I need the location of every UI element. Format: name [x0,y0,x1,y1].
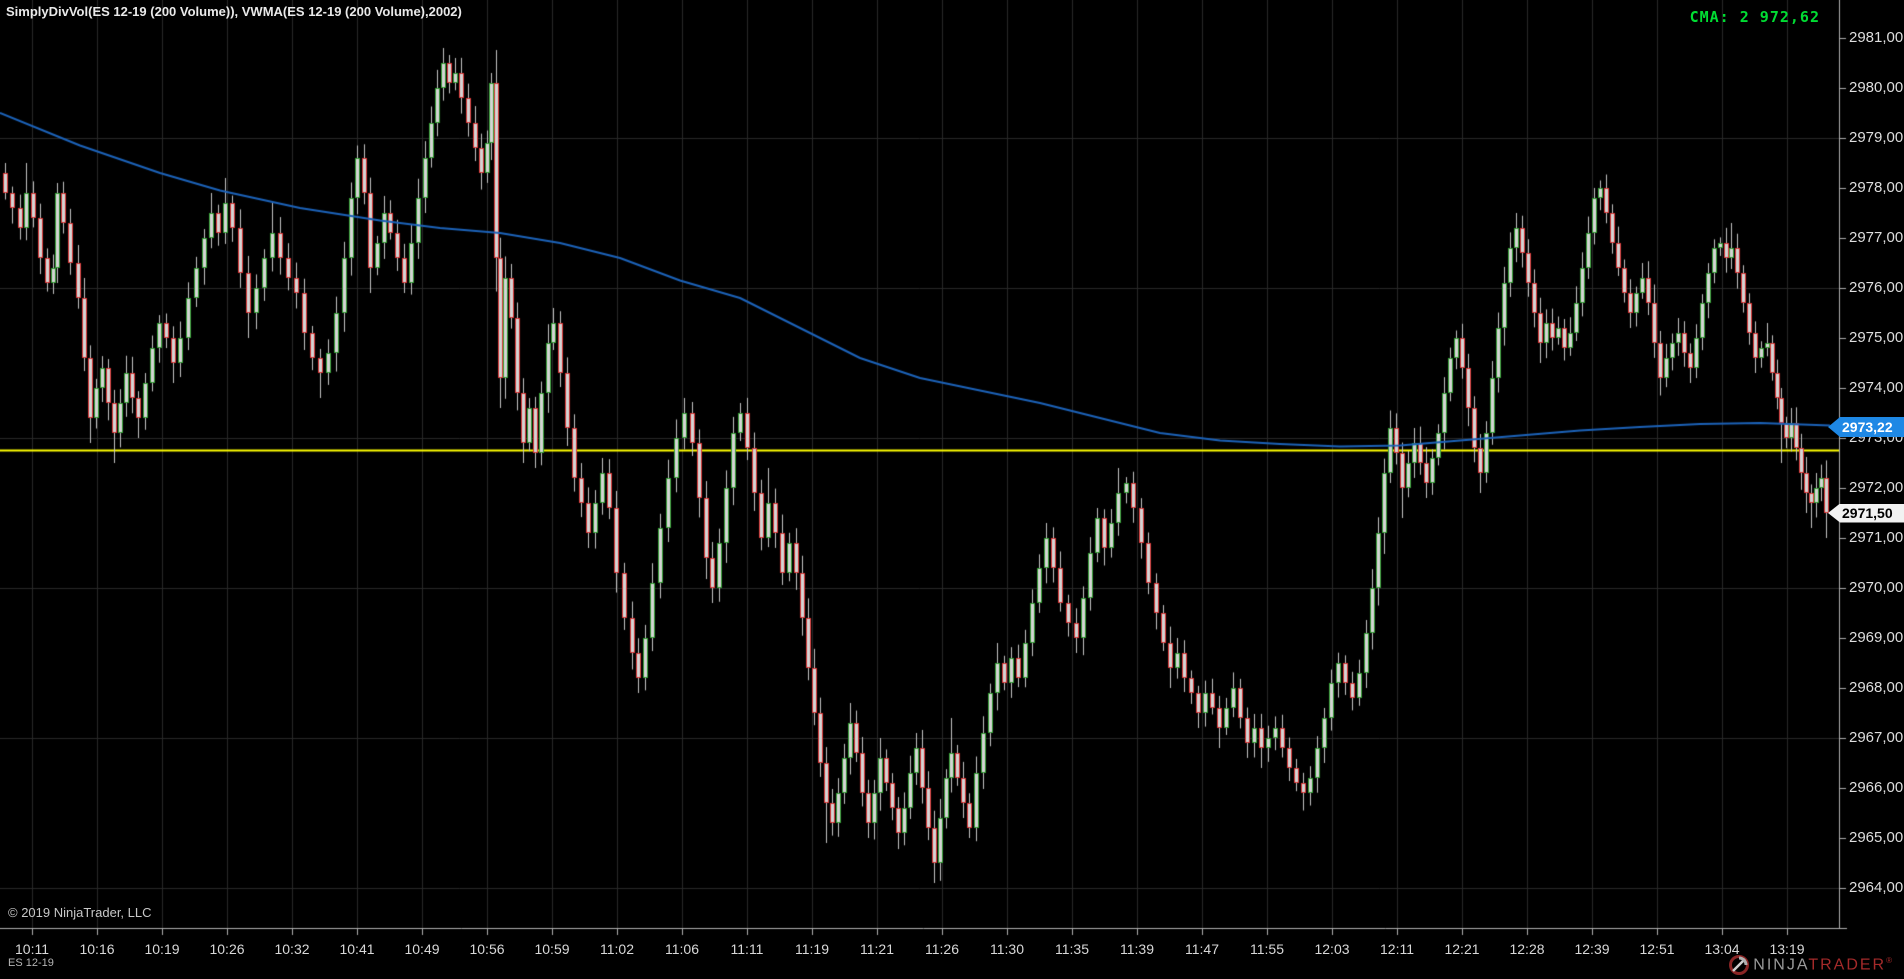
price-axis-label: 2965,00 [1849,829,1904,846]
time-axis-label: 11:39 [1120,941,1154,957]
time-axis-label: 12:21 [1444,941,1480,957]
time-axis-label: 12:11 [1380,941,1414,957]
price-axis-label: 2977,00 [1849,229,1904,246]
time-axis-label: 12:51 [1639,941,1675,957]
ninjatrader-logo-icon [1729,955,1750,975]
time-axis-label: 10:11 [15,941,49,957]
time-axis-label: 10:56 [469,941,505,957]
time-axis-label: 13:19 [1769,941,1805,957]
ninjatrader-logo: NINJATRADER® [1729,955,1894,975]
time-axis-label: 10:32 [274,941,310,957]
time-axis-label: 12:28 [1509,941,1545,957]
ninjatrader-logo-text: NINJATRADER® [1753,955,1894,974]
time-axis-label: 11:30 [990,941,1024,957]
instrument-tab-label[interactable]: ES 12-19 [8,957,54,969]
price-axis-label: 2978,00 [1849,179,1904,196]
time-axis-label: 11:19 [795,941,829,957]
time-axis-label: 12:39 [1574,941,1610,957]
price-axis-label: 2969,00 [1849,629,1904,646]
time-axis-label: 10:59 [534,941,570,957]
time-axis-label: 11:06 [665,941,699,957]
time-axis-label: 10:49 [404,941,440,957]
price-axis-label: 2975,00 [1849,329,1904,346]
price-axis-label: 2976,00 [1849,279,1904,296]
price-axis-label: 2964,00 [1849,879,1904,896]
time-axis-label: 10:16 [79,941,115,957]
price-axis-label: 2980,00 [1849,79,1904,96]
price-axis-label: 2972,00 [1849,479,1904,496]
price-axis-label: 2971,00 [1849,529,1904,546]
last-price-tag: 2971,50 [1828,503,1904,523]
time-axis-label: 12:03 [1314,941,1350,957]
time-axis-label: 10:19 [144,941,180,957]
price-axis-label: 2966,00 [1849,779,1904,796]
copyright-notice: © 2019 NinjaTrader, LLC [8,905,152,920]
time-axis-label: 11:02 [600,941,634,957]
price-axis-label: 2979,00 [1849,129,1904,146]
chart-title: SimplyDivVol(ES 12-19 (200 Volume)), VWM… [6,4,462,19]
time-axis-label: 11:35 [1055,941,1089,957]
time-axis-label: 10:41 [339,941,375,957]
price-axis-label: 2968,00 [1849,679,1904,696]
price-axis-label: 2974,00 [1849,379,1904,396]
cma-indicator-readout: CMA: 2 972,62 [1689,8,1820,26]
price-axis-label: 2970,00 [1849,579,1904,596]
time-axis-label: 11:21 [860,941,894,957]
time-axis-label: 10:26 [209,941,245,957]
time-axis-label: 13:04 [1704,941,1740,957]
time-axis-label: 11:11 [730,941,764,957]
time-axis-label: 11:55 [1250,941,1284,957]
time-axis-label: 11:47 [1185,941,1219,957]
time-axis-label: 11:26 [925,941,959,957]
vwma-value-tag: 2973,22 [1828,417,1904,437]
price-axis-label: 2967,00 [1849,729,1904,746]
price-axis-label: 2981,00 [1849,29,1904,46]
